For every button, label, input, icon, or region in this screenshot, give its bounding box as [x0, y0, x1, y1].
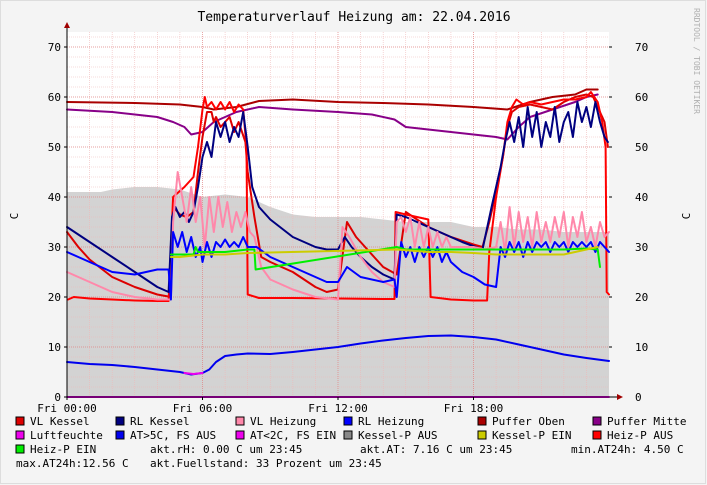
y-tick-label: 40 [48, 191, 61, 204]
y-tick-label: 60 [48, 91, 61, 104]
legend-swatch-kessel-p-ein [477, 430, 487, 440]
watermark: RRDTOOL / TOBI OETIKER [692, 8, 701, 114]
y-tick-label-right: 70 [635, 41, 648, 54]
series-line-vl-heizung [66, 171, 610, 301]
y-tick-label-right: 20 [635, 291, 648, 304]
legend-swatch-puffer-mitte [592, 416, 602, 426]
x-axis-arrow [617, 394, 623, 400]
series-line-puffer-mitte [66, 93, 599, 141]
series-lines [66, 88, 610, 398]
series-line-at-5c-fs-aus [66, 334, 610, 376]
status-line: min.AT24h: 4.50 C [571, 443, 684, 456]
y-axis-label-right: C [680, 213, 693, 220]
series-line-rl-kessel [66, 101, 609, 293]
legend-swatch-rl-heizung [343, 416, 353, 426]
legend-label-puffer-oben: Puffer Oben [492, 415, 565, 428]
y-tick-label: 50 [48, 141, 61, 154]
y-tick-label: 30 [48, 241, 61, 254]
legend-swatch-heiz-p-aus [592, 430, 602, 440]
legend-swatch-at-5c-fs-aus [115, 430, 125, 440]
legend-label-at-2c-fs-ein: AT<2C, FS EIN [250, 429, 336, 442]
status-line: akt.Fuellstand: 33 Prozent um 23:45 [150, 457, 382, 470]
chart-title: Temperaturverlauf Heizung am: 22.04.2016 [197, 10, 510, 25]
y-tick-label: 0 [54, 391, 61, 404]
legend-label-kessel-p-ein: Kessel-P EIN [492, 429, 571, 442]
legend-swatch-puffer-oben [477, 416, 487, 426]
y-tick-label-right: 40 [635, 191, 648, 204]
legend-swatch-heiz-p-ein [15, 444, 25, 454]
legend-label-puffer-mitte: Puffer Mitte [607, 415, 686, 428]
status-line: max.AT24h:12.56 C [16, 457, 129, 470]
grid [67, 32, 609, 397]
legend-label-heiz-p-aus: Heiz-P AUS [607, 429, 673, 442]
x-tick-label: Fri 18:00 [444, 402, 504, 415]
x-tick-label: Fri 12:00 [308, 402, 368, 415]
y-tick-label-right: 0 [635, 391, 642, 404]
y-tick-label: 10 [48, 341, 61, 354]
y-tick-label: 70 [48, 41, 61, 54]
legend-label-heiz-p-ein: Heiz-P EIN [30, 443, 96, 456]
legend-label-rl-heizung: RL Heizung [358, 415, 424, 428]
legend-label-vl-kessel: VL Kessel [30, 415, 90, 428]
legend: VL Kessel RL Kessel VL Heizung RL Heizung Pu… [15, 415, 686, 456]
legend-label-luftfeuchte: Luftfeuchte [30, 429, 103, 442]
y-tick-label: 20 [48, 291, 61, 304]
status-lines: akt.rH: 0.00 C um 23:45 akt.AT: 7.16 C um… [16, 443, 684, 470]
x-tick-label: Fri 06:00 [173, 402, 233, 415]
x-tick-label: Fri 00:00 [37, 402, 97, 415]
y-tick-label-right: 60 [635, 91, 648, 104]
series-line-heiz-p-aus [67, 91, 610, 302]
legend-swatch-at-2c-fs-ein [235, 430, 245, 440]
legend-label-rl-kessel: RL Kessel [130, 415, 190, 428]
legend-swatch-vl-kessel [15, 416, 25, 426]
y-axis-arrow [64, 22, 70, 28]
series-line-heiz-p-ein [169, 246, 601, 271]
series-line-rl-heizung [66, 231, 610, 301]
legend-swatch-kessel-p-aus [343, 430, 353, 440]
legend-swatch-rl-kessel [115, 416, 125, 426]
legend-label-at-5c-fs-aus: AT>5C, FS AUS [130, 429, 216, 442]
status-line: akt.AT: 7.16 C um 23:45 [360, 443, 512, 456]
y-axis-label-left: C [8, 213, 21, 220]
status-line: akt.rH: 0.00 C um 23:45 [150, 443, 302, 456]
legend-swatch-vl-heizung [235, 416, 245, 426]
y-tick-label-right: 50 [635, 141, 648, 154]
y-tick-label-right: 30 [635, 241, 648, 254]
series-line-puffer-oben [66, 88, 599, 111]
legend-swatch-luftfeuchte [15, 430, 25, 440]
series-line-kessel-p-ein [169, 246, 599, 258]
legend-label-vl-heizung: VL Heizung [250, 415, 316, 428]
legend-label-kessel-p-aus: Kessel-P AUS [358, 429, 437, 442]
series-line-at-2c-fs-ein [183, 372, 204, 375]
y-tick-label-right: 10 [635, 341, 648, 354]
axes: 0 0 10 10 20 20 30 30 40 40 50 50 60 60 70 70 Fri 00:00 F… [37, 22, 648, 415]
